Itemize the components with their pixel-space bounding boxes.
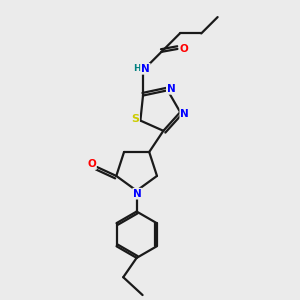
Text: O: O [87,159,96,169]
Text: S: S [131,114,139,124]
Text: O: O [179,44,188,54]
Text: N: N [141,64,150,74]
Text: N: N [133,189,142,199]
Text: H: H [133,64,140,73]
Text: N: N [167,84,176,94]
Text: N: N [180,109,189,118]
